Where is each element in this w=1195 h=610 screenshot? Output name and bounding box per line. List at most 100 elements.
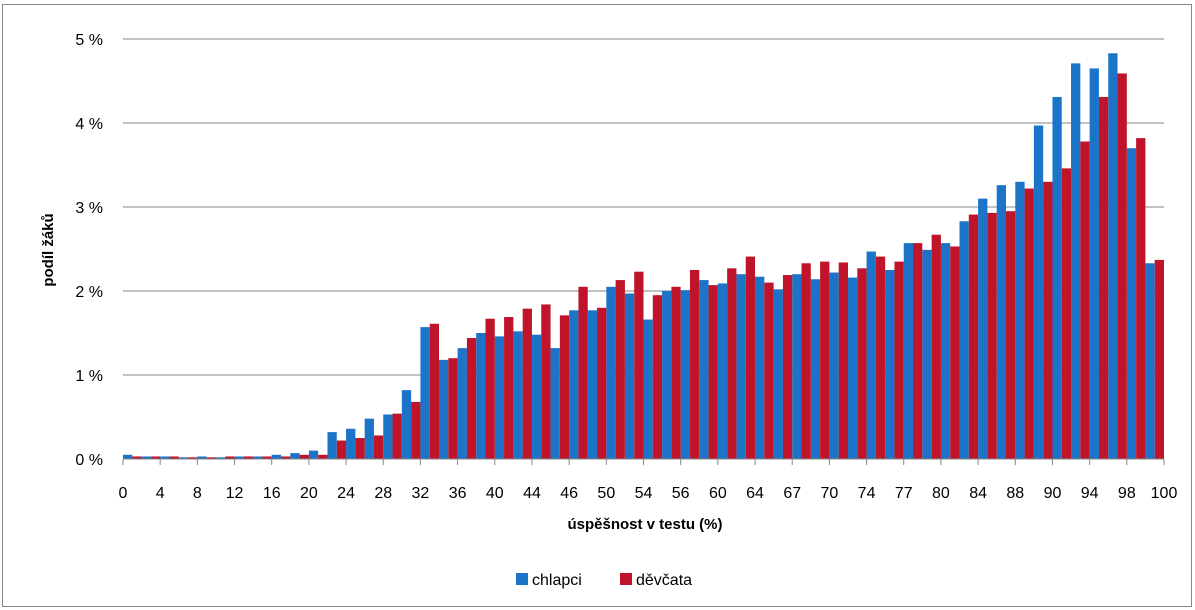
x-tick-label: 90 bbox=[1044, 485, 1062, 502]
y-axis-title: podíl žáků bbox=[40, 213, 57, 286]
y-tick-label: 0 % bbox=[75, 452, 103, 469]
bar-děvčata-18 bbox=[299, 454, 309, 459]
y-tick-label: 3 % bbox=[75, 200, 103, 217]
x-tick-label: 32 bbox=[412, 485, 430, 502]
bar-děvčata-67 bbox=[801, 263, 811, 459]
bar-děvčata-68 bbox=[820, 261, 830, 459]
bar-chlapci-8 bbox=[197, 456, 207, 459]
x-tick-label: 24 bbox=[337, 485, 355, 502]
x-tick-label: 60 bbox=[709, 485, 727, 502]
bar-chlapci-4 bbox=[160, 456, 170, 459]
bar-děvčata-52 bbox=[634, 271, 644, 459]
bar-děvčata-89 bbox=[1043, 181, 1053, 460]
bar-děvčata-30 bbox=[411, 401, 421, 459]
bar-děvčata-96 bbox=[1117, 73, 1127, 459]
bar-chlapci-88 bbox=[1015, 181, 1025, 460]
x-tick-label: 94 bbox=[1081, 485, 1099, 502]
x-tick-label: 36 bbox=[449, 485, 467, 502]
bar-chlapci-46 bbox=[569, 310, 579, 459]
x-tick-label: 98 bbox=[1118, 485, 1136, 502]
bar-děvčata-46 bbox=[578, 286, 588, 459]
bar-chlapci-75 bbox=[885, 270, 895, 459]
bar-děvčata-60 bbox=[727, 268, 737, 459]
bar-chlapci-0 bbox=[123, 454, 133, 459]
legend: chlapci děvčata bbox=[516, 572, 692, 589]
bar-děvčata-24 bbox=[355, 438, 365, 459]
x-tick-label: 8 bbox=[193, 485, 202, 502]
x-tick-label: 70 bbox=[820, 485, 838, 502]
bar-děvčata-55 bbox=[671, 286, 681, 459]
bars bbox=[123, 53, 1164, 460]
x-tick-label: 64 bbox=[746, 485, 764, 502]
x-tick-label: 88 bbox=[1006, 485, 1024, 502]
bar-chlapci-77 bbox=[903, 243, 914, 459]
bar-děvčata-84 bbox=[987, 212, 997, 459]
bar-chlapci-78 bbox=[922, 249, 932, 459]
bar-chlapci-64 bbox=[755, 276, 765, 459]
bar-chlapci-48 bbox=[587, 310, 598, 459]
bar-chlapci-65 bbox=[773, 289, 783, 459]
bar-děvčata-86 bbox=[1005, 211, 1016, 459]
bar-děvčata-78 bbox=[931, 234, 941, 459]
bar-děvčata-42 bbox=[522, 308, 532, 459]
legend-swatch-děvčata bbox=[620, 573, 632, 585]
bar-děvčata-72 bbox=[857, 268, 867, 459]
x-tick-label: 12 bbox=[226, 485, 244, 502]
bar-chlapci-98 bbox=[1126, 148, 1137, 459]
bar-chlapci-60 bbox=[717, 283, 728, 459]
x-axis-title: úspěšnost v testu (%) bbox=[567, 516, 722, 533]
bar-děvčata-22 bbox=[336, 440, 347, 459]
bar-děvčata-80 bbox=[950, 246, 960, 459]
bar-děvčata-62 bbox=[745, 256, 756, 459]
bar-chlapci-100 bbox=[1145, 263, 1155, 459]
bar-děvčata-20 bbox=[318, 454, 328, 459]
y-tick-labels: 0 % 1 % 2 % 3 % 4 % 5 % bbox=[75, 32, 103, 469]
bar-chlapci-74 bbox=[866, 251, 876, 459]
y-tick-label: 5 % bbox=[75, 32, 103, 49]
bar-děvčata-10 bbox=[225, 456, 235, 459]
bar-děvčata-4 bbox=[169, 456, 179, 459]
bar-děvčata-26 bbox=[373, 435, 384, 459]
bar-děvčata-16 bbox=[281, 456, 291, 459]
bar-chlapci-96 bbox=[1108, 53, 1118, 459]
bar-děvčata-88 bbox=[1024, 188, 1034, 459]
bar-chlapci-68 bbox=[810, 279, 821, 459]
x-tick-label: 84 bbox=[969, 485, 987, 502]
bar-děvčata-34 bbox=[448, 358, 458, 459]
bar-chlapci-54 bbox=[643, 319, 653, 459]
bar-děvčata-74 bbox=[875, 256, 886, 459]
x-tick-label: 20 bbox=[300, 485, 318, 502]
x-tick-label: 40 bbox=[486, 485, 504, 502]
y-tick-label: 1 % bbox=[75, 368, 103, 385]
bar-děvčata-70 bbox=[838, 262, 848, 459]
bar-chlapci-80 bbox=[940, 243, 951, 459]
x-tick-label: 74 bbox=[858, 485, 876, 502]
bar-děvčata-40 bbox=[504, 317, 514, 459]
bar-chlapci-67 bbox=[792, 274, 802, 459]
x-tick-label: 28 bbox=[374, 485, 392, 502]
bar-děvčata-38 bbox=[485, 318, 495, 459]
bar-chlapci-24 bbox=[346, 428, 356, 459]
bar-chlapci-62 bbox=[736, 274, 746, 459]
bar-děvčata-64 bbox=[764, 282, 774, 459]
bar-děvčata-44 bbox=[541, 304, 551, 459]
bar-chlapci-18 bbox=[290, 453, 300, 459]
x-tick-label: 80 bbox=[932, 485, 950, 502]
bar-chlapci-22 bbox=[327, 432, 337, 459]
x-tick-label: 56 bbox=[672, 485, 690, 502]
bar-chlapci-16 bbox=[271, 454, 281, 459]
bar-děvčata-28 bbox=[392, 413, 402, 459]
bar-chlapci-26 bbox=[364, 418, 374, 459]
bar-děvčata-92 bbox=[1080, 141, 1090, 460]
bar-děvčata-54 bbox=[652, 295, 663, 459]
bar-chlapci-32 bbox=[420, 327, 430, 459]
bar-děvčata-50 bbox=[615, 280, 625, 459]
bar-děvčata-2 bbox=[150, 456, 161, 459]
bar-chlapci-28 bbox=[383, 414, 393, 459]
bar-chlapci-2 bbox=[141, 456, 151, 459]
legend-label-chlapci: chlapci bbox=[532, 572, 582, 589]
x-tick-label: 4 bbox=[156, 485, 165, 502]
bar-chlapci-14 bbox=[253, 456, 263, 459]
bar-chlapci-34 bbox=[439, 359, 449, 459]
